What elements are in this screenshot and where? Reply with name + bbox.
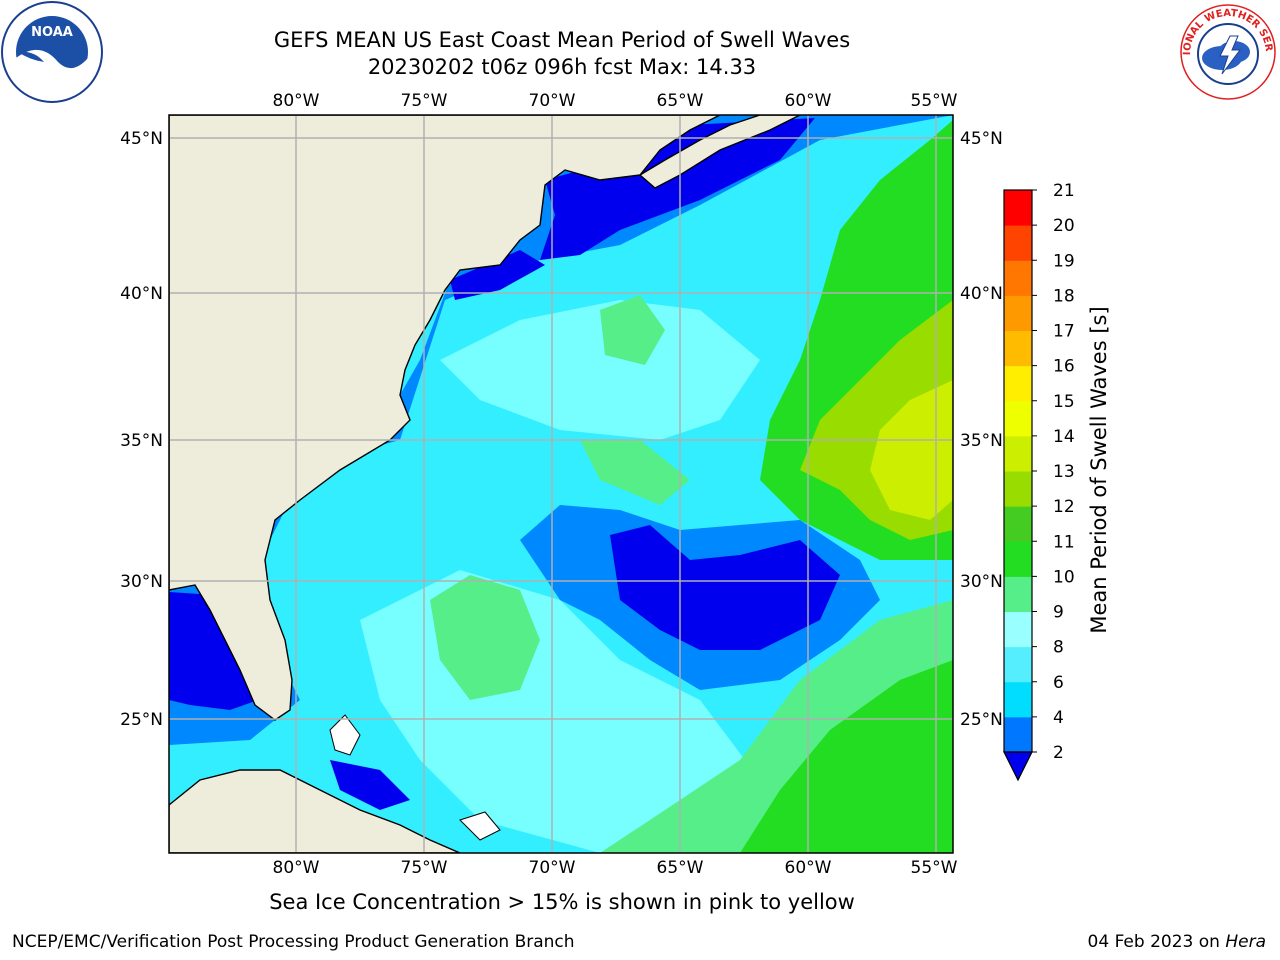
lon-tick-label: 65°W: [657, 858, 704, 878]
gulf-deep-blue: [169, 592, 258, 710]
lat-tick-label: 35°N: [960, 431, 1003, 451]
lon-labels-top: 80°W 75°W 70°W 65°W 60°W 55°W: [273, 91, 958, 111]
lat-tick-label: 25°N: [120, 710, 163, 730]
green-patch-mid: [580, 440, 690, 505]
footer-credit: NCEP/EMC/Verification Post Processing Pr…: [12, 932, 575, 952]
colorbar-segment: [1004, 716, 1032, 753]
land-bahamas-2: [459, 811, 501, 841]
lon-tick-label: 60°W: [785, 858, 832, 878]
colorbar-label: Mean Period of Swell Waves [s]: [1087, 306, 1111, 633]
lat-tick-label: 45°N: [960, 129, 1003, 149]
colorbar-segment: [1004, 541, 1032, 577]
chart-subtitle: 20230202 t06z 096h fcst Max: 14.33: [367, 55, 757, 79]
lon-tick-label: 75°W: [401, 858, 448, 878]
svg-text:NOAA: NOAA: [31, 25, 73, 40]
lat-tick-label: 30°N: [120, 572, 163, 592]
lon-tick-label: 65°W: [657, 91, 704, 111]
colorbar-tick-label: 13: [1053, 462, 1075, 482]
colorbar-tick-label: 21: [1053, 181, 1075, 201]
colorbar-tick-label: 17: [1053, 322, 1075, 342]
colorbar-segment: [1004, 506, 1032, 542]
colorbar: 2 4 6 8 9 10 11 12 13 14 15 16 17 18 19 20 21: [1003, 181, 1075, 782]
colorbar-segment: [1004, 646, 1032, 683]
lon-tick-label: 55°W: [911, 858, 958, 878]
colorbar-tick-label: 18: [1053, 286, 1075, 306]
colorbar-tick-label: 8: [1053, 638, 1064, 658]
footer-date-text: 04 Feb 2023 on: [1087, 932, 1226, 952]
colorbar-tick-label: 14: [1053, 427, 1075, 447]
lat-tick-label: 25°N: [960, 710, 1003, 730]
colorbar-tick-label: 19: [1053, 251, 1075, 271]
map-frame: [168, 114, 954, 854]
colorbar-tick-label: 9: [1053, 603, 1064, 623]
footer-date: 04 Feb 2023 on Hera: [1088, 932, 1266, 952]
lat-labels-left: 45°N 40°N 35°N 30°N 25°N: [120, 129, 163, 730]
colorbar-tick-label: 10: [1053, 567, 1075, 587]
lat-tick-label: 35°N: [120, 431, 163, 451]
colorbar-tick-label: 20: [1053, 216, 1075, 236]
chart-title: GEFS MEAN US East Coast Mean Period of S…: [273, 28, 851, 52]
lon-tick-label: 80°W: [273, 858, 320, 878]
lat-tick-label: 45°N: [120, 129, 163, 149]
colorbar-tick-label: 16: [1053, 357, 1075, 377]
lon-tick-label: 55°W: [911, 91, 958, 111]
colorbar-tick-label: 15: [1053, 392, 1075, 412]
graticule: [169, 115, 953, 853]
lon-tick-label: 70°W: [529, 91, 576, 111]
southeast-dark-green: [740, 660, 953, 853]
colorbar-segment: [1004, 225, 1032, 261]
noaa-logo: NOAA: [1, 1, 103, 103]
colorbar-segment: [1004, 260, 1032, 296]
bahamas-deep-blue: [330, 760, 410, 810]
green-patch-south: [430, 575, 540, 700]
colorbar-segment: [1004, 330, 1032, 367]
east-yellow: [870, 380, 953, 520]
colorbar-tick-label: 11: [1053, 532, 1075, 552]
colorbar-tick-label: 6: [1053, 673, 1064, 693]
central-deep-blue: [610, 525, 840, 650]
shelf-deep-blue: [450, 250, 545, 300]
colorbar-segment: [1004, 400, 1032, 437]
nws-logo: NATIONAL WEATHER SERVICE: [1176, 0, 1276, 100]
footer-machine: Hera: [1225, 932, 1266, 952]
colorbar-segment: [1004, 435, 1032, 472]
colorbar-segment: [1004, 576, 1032, 612]
lat-tick-label: 40°N: [120, 284, 163, 304]
colorbar-segment: [1004, 611, 1032, 648]
sea-ice-note: Sea Ice Concentration > 15% is shown in …: [269, 890, 855, 914]
colorbar-tick-label: 12: [1053, 497, 1075, 517]
gom-deep-blue: [540, 118, 815, 260]
colorbar-tick-label: 4: [1053, 708, 1064, 728]
lat-tick-label: 30°N: [960, 572, 1003, 592]
lon-labels-bottom: 80°W 75°W 70°W 65°W 60°W 55°W: [273, 858, 958, 878]
land-bahamas: [329, 714, 361, 756]
lat-tick-label: 40°N: [960, 284, 1003, 304]
colorbar-segment: [1004, 190, 1032, 226]
colorbar-segment: [1004, 295, 1032, 331]
lon-tick-label: 80°W: [273, 91, 320, 111]
colorbar-segment: [1004, 681, 1032, 718]
green-patch-north: [600, 295, 665, 365]
lon-tick-label: 70°W: [529, 858, 576, 878]
lon-tick-label: 75°W: [401, 91, 448, 111]
map-panel: [169, 115, 953, 853]
land-north-america: [169, 115, 721, 721]
colorbar-extend-arrow: [1003, 751, 1033, 782]
colorbar-segment: [1004, 365, 1032, 402]
colorbar-segment: [1004, 471, 1032, 507]
lat-labels-right: 45°N 40°N 35°N 30°N 25°N: [960, 129, 1003, 730]
lon-tick-label: 60°W: [785, 91, 832, 111]
land-cuba: [169, 769, 461, 853]
colorbar-tick-label: 2: [1053, 743, 1064, 763]
